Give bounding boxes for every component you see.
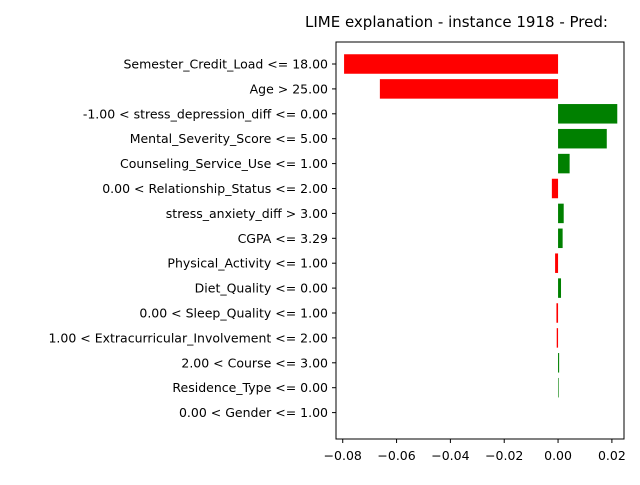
y-tick-label: Physical_Activity <= 1.00 [167,256,328,271]
bar-14 [558,377,559,398]
x-axis-ticks: −0.08 −0.06 −0.04 −0.02 0.00 0.02 [324,439,626,463]
bar-13 [558,353,560,373]
y-tick-label: Mental_Severity_Score <= 5.00 [130,131,328,146]
bar-8 [558,228,563,249]
y-tick-label: 1.00 < Extracurricular_Involvement <= 2.… [48,330,328,345]
x-tick-label: 0.00 [544,448,572,463]
x-tick-label: −0.08 [324,448,362,463]
y-tick-label: CGPA <= 3.29 [238,231,328,246]
bar-2 [379,79,559,99]
y-tick-label: Residence_Type <= 0.00 [172,380,328,395]
x-tick-label: −0.02 [485,448,523,463]
bar-11 [556,303,559,323]
bar-4 [558,128,607,149]
bar-6 [551,178,559,199]
y-tick-label: 0.00 < Gender <= 1.00 [179,405,328,420]
y-tick-label: Semester_Credit_Load <= 18.00 [124,57,329,72]
y-tick-label: stress_anxiety_diff > 3.00 [166,206,328,221]
y-tick-label: Counseling_Service_Use <= 1.00 [120,156,328,171]
bar-7 [558,203,564,224]
y-axis-ticks: Semester_Credit_Load <= 18.00 Age > 25.00… [48,57,336,420]
bar-3 [558,104,618,124]
y-tick-label: Age > 25.00 [250,81,328,96]
plot-area-frame [335,41,625,440]
bar-10 [558,278,562,298]
chart-title: LIME explanation - instance 1918 - Pred: [305,13,608,31]
y-tick-label: 0.00 < Sleep_Quality <= 1.00 [139,306,328,321]
bar-12 [556,328,559,348]
y-tick-label: 0.00 < Relationship_Status <= 2.00 [102,181,328,196]
bar-5 [558,153,570,174]
y-tick-label: Diet_Quality <= 0.00 [195,281,328,296]
y-tick-label: 2.00 < Course <= 3.00 [181,355,328,370]
x-tick-label: −0.04 [431,448,469,463]
x-tick-label: 0.02 [598,448,626,463]
x-tick-label: −0.06 [377,448,415,463]
bars-layer [344,54,618,398]
bar-9 [555,253,559,273]
bar-1 [344,54,559,74]
y-tick-label: -1.00 < stress_depression_diff <= 0.00 [83,106,328,121]
